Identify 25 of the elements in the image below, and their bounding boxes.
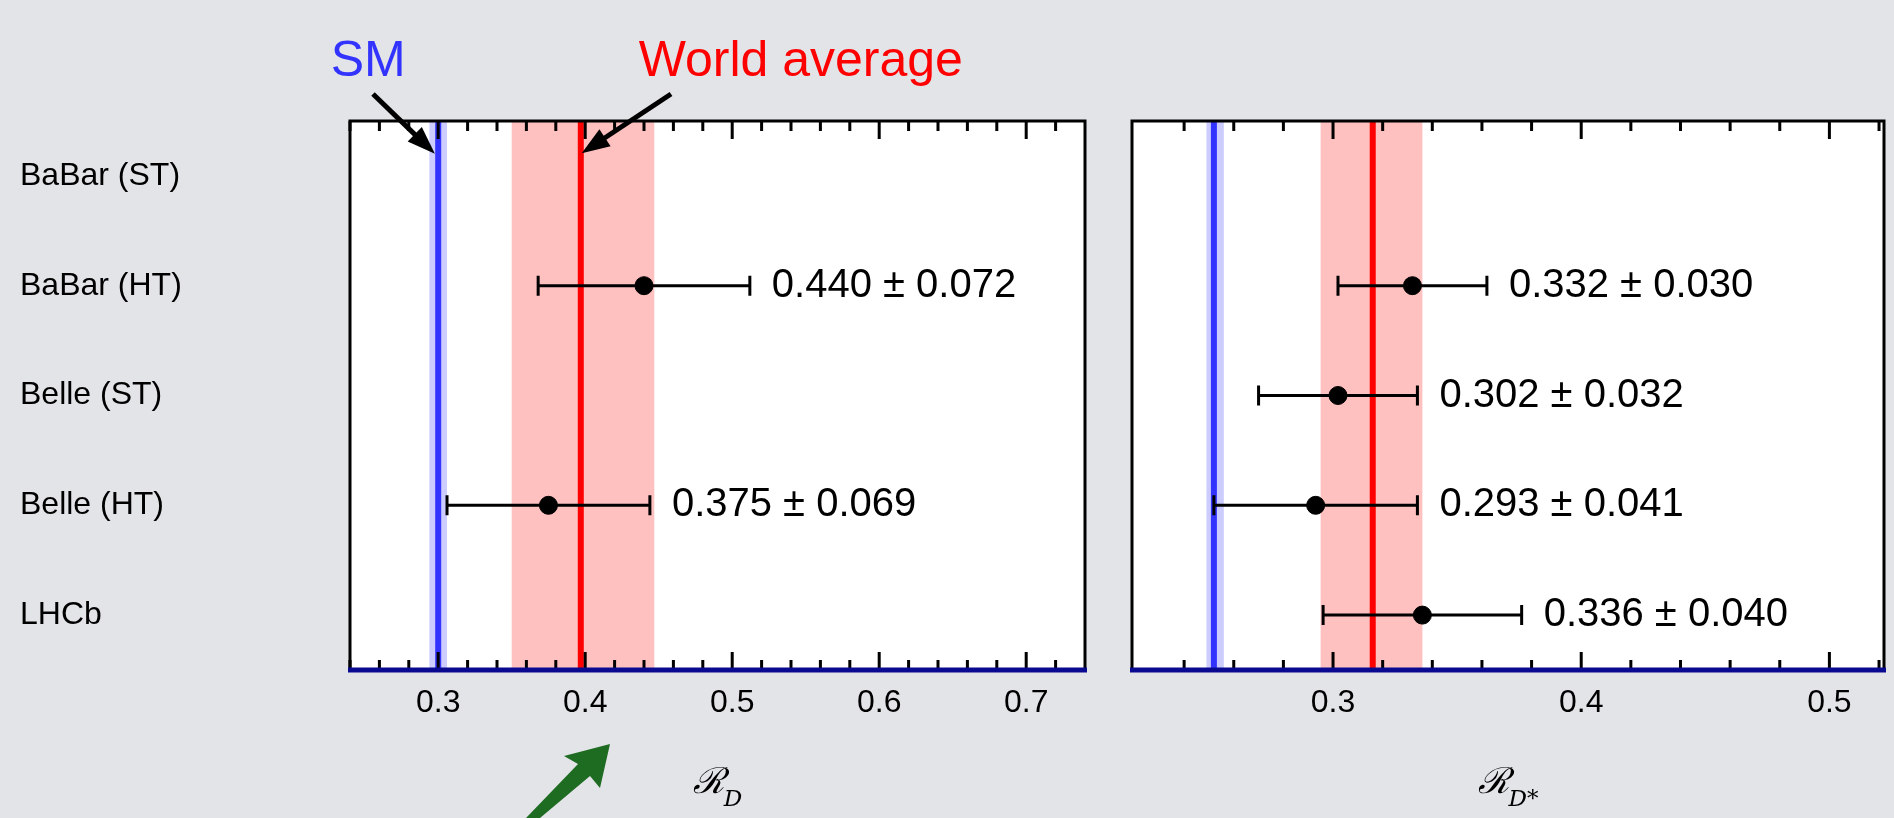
x-tick-label: 0.3 [415, 683, 461, 720]
point [1306, 495, 1326, 515]
y-tick-label: BaBar (ST) [20, 155, 181, 192]
ref-line-label: SM [330, 30, 406, 87]
data-label: 0.375 ± 0.069 [671, 480, 917, 525]
point [1328, 386, 1348, 405]
x-tick-label: 0.6 [856, 683, 902, 720]
ref-line-label: World average [638, 30, 963, 87]
data-label: 0.336 ± 0.040 [1543, 590, 1789, 635]
y-tick-label: BaBar (HT) [20, 265, 182, 302]
data-label: 0.302 ± 0.032 [1439, 370, 1684, 415]
x-tick-label: 0.4 [562, 683, 608, 720]
x-tick-label: 0.4 [1558, 683, 1604, 720]
data-label: 0.332 ± 0.030 [1508, 260, 1754, 305]
x-tick-label: 0.5 [1807, 683, 1852, 720]
x-tick-label: 0.5 [709, 683, 755, 720]
y-tick-label: Belle (ST) [20, 375, 163, 412]
x-tick-label: 0.3 [1310, 683, 1356, 720]
data-label: 0.293 ± 0.041 [1439, 480, 1684, 525]
y-tick-label: LHCb [20, 594, 102, 631]
y-tick-label: Belle (HT) [20, 485, 165, 522]
x-tick-label: 0.7 [1003, 683, 1049, 720]
point [1412, 605, 1432, 625]
point [1402, 276, 1422, 296]
data-label: 0.440 ± 0.072 [771, 260, 1017, 305]
